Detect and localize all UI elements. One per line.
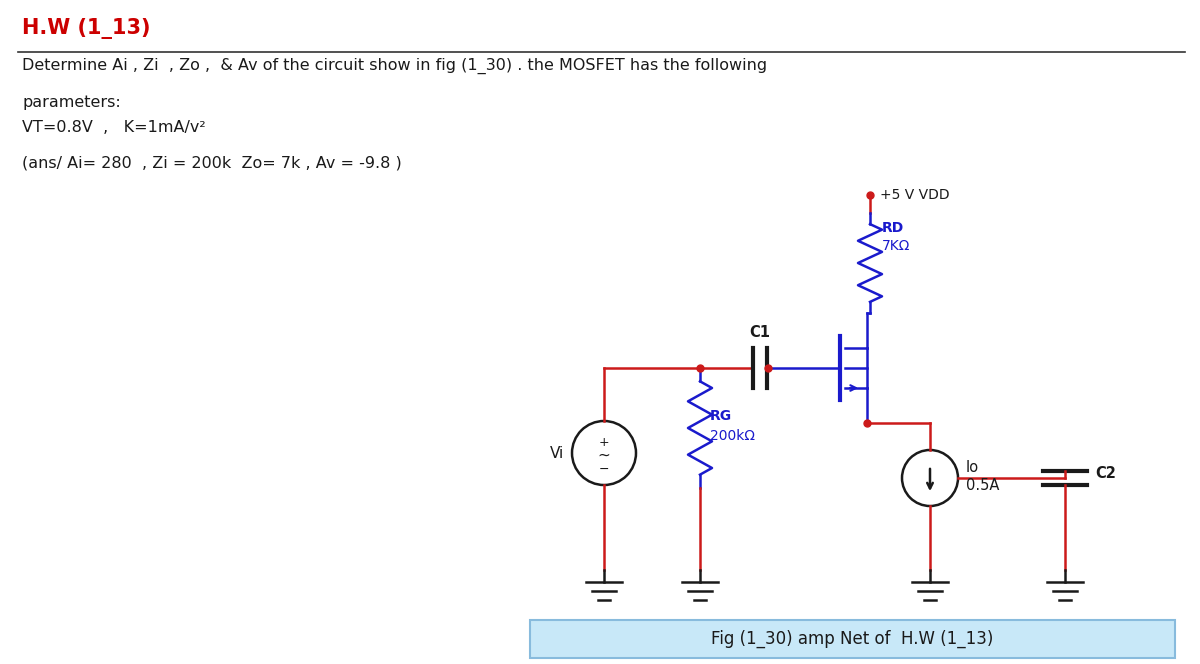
Text: 200kΩ: 200kΩ xyxy=(710,429,755,443)
Text: 7KΩ: 7KΩ xyxy=(882,239,911,253)
Text: 0.5A: 0.5A xyxy=(966,479,1000,493)
Text: H.W (1_13): H.W (1_13) xyxy=(22,18,150,39)
Text: −: − xyxy=(599,463,610,475)
Text: C2: C2 xyxy=(1096,465,1116,481)
Text: Io: Io xyxy=(966,461,979,475)
Text: RG: RG xyxy=(710,409,732,423)
Text: parameters:: parameters: xyxy=(22,95,121,110)
Text: RD: RD xyxy=(882,221,905,235)
Text: Fig (1_30) amp Net of  H.W (1_13): Fig (1_30) amp Net of H.W (1_13) xyxy=(712,630,994,648)
Text: +: + xyxy=(599,436,610,450)
Text: Determine Ai , Zi  , Zo ,  & Av of the circuit show in fig (1_30) . the MOSFET h: Determine Ai , Zi , Zo , & Av of the cir… xyxy=(22,58,767,74)
Text: (ans/ Ai= 280  , Zi = 200k  Zo= 7k , Av = -9.8 ): (ans/ Ai= 280 , Zi = 200k Zo= 7k , Av = … xyxy=(22,155,402,170)
Text: C1: C1 xyxy=(750,325,770,340)
Text: ~: ~ xyxy=(598,448,611,463)
Text: Vi: Vi xyxy=(550,446,564,461)
FancyBboxPatch shape xyxy=(530,620,1175,658)
Text: +5 V VDD: +5 V VDD xyxy=(880,188,949,202)
Text: VT=0.8V  ,   K=1mA/v²: VT=0.8V , K=1mA/v² xyxy=(22,120,205,135)
